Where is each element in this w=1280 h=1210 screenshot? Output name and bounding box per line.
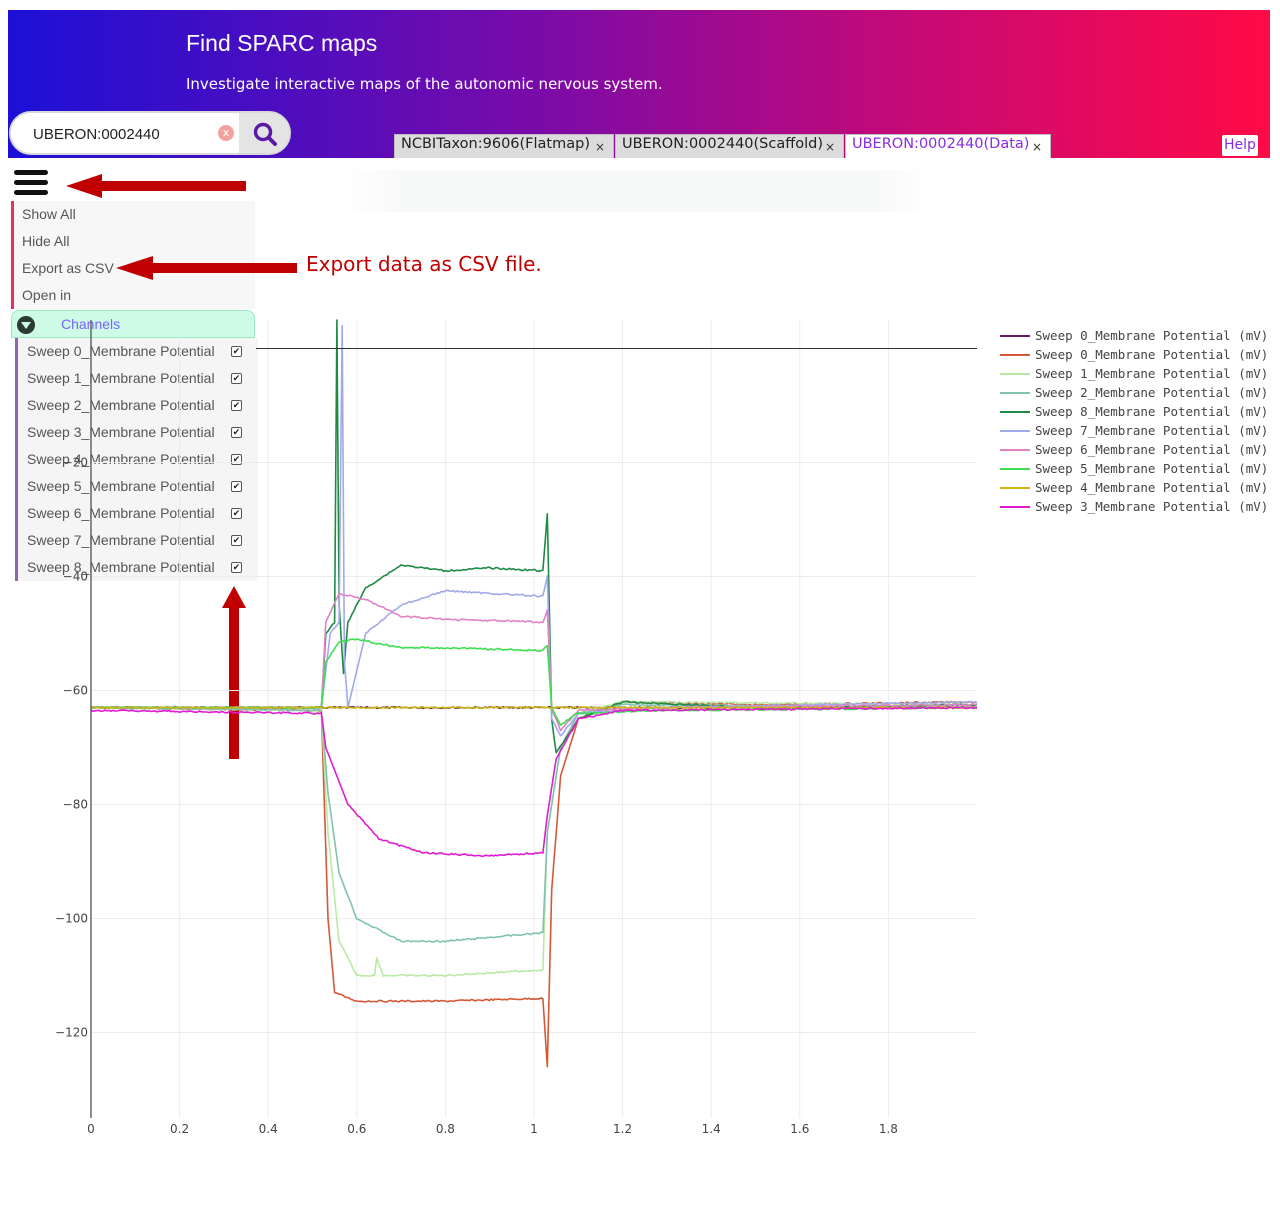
channel-item[interactable]: Sweep 8_Membrane Potential ✔ bbox=[18, 554, 258, 581]
checkbox[interactable]: ✔ bbox=[231, 346, 242, 357]
checkbox[interactable]: ✔ bbox=[231, 535, 242, 546]
y-tick-label: −120 bbox=[55, 1026, 88, 1040]
x-tick-label: 1.2 bbox=[613, 1122, 632, 1136]
checkbox[interactable]: ✔ bbox=[231, 454, 242, 465]
collapse-toggle-icon[interactable] bbox=[17, 316, 35, 334]
app-subtitle: Investigate interactive maps of the auto… bbox=[186, 75, 663, 93]
search-button[interactable] bbox=[239, 113, 289, 153]
y-tick-label: −40 bbox=[63, 570, 88, 584]
x-tick-label: 1.8 bbox=[879, 1122, 898, 1136]
x-tick-label: 0.4 bbox=[259, 1122, 278, 1136]
clear-icon[interactable]: x bbox=[218, 125, 234, 141]
channel-item[interactable]: Sweep 1_Membrane Potential ✔ bbox=[18, 365, 258, 392]
close-icon[interactable]: × bbox=[594, 140, 605, 154]
x-tick-label: 1.6 bbox=[790, 1122, 809, 1136]
tab-scaffold[interactable]: UBERON:0002440(Scaffold) × bbox=[615, 134, 844, 158]
channel-item[interactable]: Sweep 5_Membrane Potential ✔ bbox=[18, 473, 258, 500]
channel-label: Sweep 8_Membrane Potential bbox=[27, 559, 215, 575]
channel-item[interactable]: Sweep 3_Membrane Potential ✔ bbox=[18, 419, 258, 446]
legend-entry: Sweep 4_Membrane Potential (mV) bbox=[1035, 480, 1268, 495]
channel-item[interactable]: Sweep 2_Membrane Potential ✔ bbox=[18, 392, 258, 419]
menu-show-all[interactable]: Show All bbox=[11, 201, 255, 228]
channel-item[interactable]: Sweep 7_Membrane Potential ✔ bbox=[18, 527, 258, 554]
channel-label: Sweep 3_Membrane Potential bbox=[27, 424, 215, 440]
app-frame: Find SPARC maps Investigate interactive … bbox=[8, 10, 1270, 1200]
x-tick-label: 1.4 bbox=[702, 1122, 721, 1136]
channel-label: Sweep 2_Membrane Potential bbox=[27, 397, 215, 413]
tab-label: UBERON:0002440(Scaffold) bbox=[622, 136, 823, 152]
x-tick-label: 0.2 bbox=[170, 1122, 189, 1136]
channel-label: Sweep 1_Membrane Potential bbox=[27, 370, 215, 386]
checkbox[interactable]: ✔ bbox=[231, 400, 242, 411]
menu-open-in[interactable]: Open in bbox=[11, 282, 255, 309]
y-tick-label: −60 bbox=[63, 684, 88, 698]
legend-entry: Sweep 3_Membrane Potential (mV) bbox=[1035, 499, 1268, 514]
y-tick-label: −80 bbox=[63, 798, 88, 812]
search-input[interactable] bbox=[33, 124, 203, 144]
series-line bbox=[90, 706, 978, 858]
legend-entry: Sweep 1_Membrane Potential (mV) bbox=[1035, 366, 1268, 381]
annotation-text: Export data as CSV file. bbox=[306, 252, 542, 276]
menu-export-csv[interactable]: Export as CSV bbox=[11, 255, 255, 282]
toolbar-placeholder bbox=[340, 170, 934, 212]
legend-entry: Sweep 8_Membrane Potential (mV) bbox=[1035, 404, 1268, 419]
channel-list: Sweep 0_Membrane Potential ✔ Sweep 1_Memb… bbox=[15, 338, 258, 581]
series-line bbox=[90, 706, 978, 710]
legend-entry: Sweep 7_Membrane Potential (mV) bbox=[1035, 423, 1268, 438]
tab-label: UBERON:0002440(Data) bbox=[852, 136, 1030, 152]
x-tick-label: 0.6 bbox=[347, 1122, 366, 1136]
axes: 0 0.2 0.4 0.6 0.8 1 1.2 1.4 1.6 1.8 −120 −100 −80 −60… bbox=[55, 320, 977, 1136]
close-icon[interactable]: × bbox=[824, 140, 835, 154]
checkbox[interactable]: ✔ bbox=[231, 481, 242, 492]
legend-entry: Sweep 2_Membrane Potential (mV) bbox=[1035, 385, 1268, 400]
channels-header[interactable]: Channels bbox=[11, 310, 255, 338]
channel-item[interactable]: Sweep 6_Membrane Potential ✔ bbox=[18, 500, 258, 527]
series-lines bbox=[90, 319, 978, 1068]
checkbox[interactable]: ✔ bbox=[231, 508, 242, 519]
x-tick-label: 1 bbox=[530, 1122, 538, 1136]
tab-data[interactable]: UBERON:0002440(Data) × bbox=[845, 134, 1051, 158]
checkbox[interactable]: ✔ bbox=[231, 562, 242, 573]
channel-label: Sweep 6_Membrane Potential bbox=[27, 505, 215, 521]
legend[interactable]: Sweep 0_Membrane Potential (mV) Sweep 0_M… bbox=[1000, 328, 1268, 514]
tab-label: NCBITaxon:9606(Flatmap) bbox=[401, 136, 590, 152]
x-tick-label: 0 bbox=[87, 1122, 95, 1136]
hamburger-icon[interactable] bbox=[14, 170, 48, 196]
grid bbox=[91, 320, 977, 1118]
header: Find SPARC maps Investigate interactive … bbox=[8, 10, 1270, 158]
menu-hide-all[interactable]: Hide All bbox=[11, 228, 255, 255]
legend-entry: Sweep 6_Membrane Potential (mV) bbox=[1035, 442, 1268, 457]
search-box: x bbox=[9, 111, 291, 155]
channel-label: Sweep 7_Membrane Potential bbox=[27, 532, 215, 548]
y-tick-label: −100 bbox=[55, 912, 88, 926]
channel-item[interactable]: Sweep 0_Membrane Potential ✔ bbox=[18, 338, 258, 365]
search-icon bbox=[253, 122, 277, 146]
help-button[interactable]: Help bbox=[1222, 135, 1258, 156]
tab-flatmap[interactable]: NCBITaxon:9606(Flatmap) × bbox=[394, 134, 614, 158]
legend-entry: Sweep 0_Membrane Potential (mV) bbox=[1035, 328, 1268, 343]
channel-label: Sweep 0_Membrane Potential bbox=[27, 343, 215, 359]
x-tick-label: 0.8 bbox=[436, 1122, 455, 1136]
chart-menu: Show All Hide All Export as CSV Open in bbox=[11, 201, 255, 309]
app-title: Find SPARC maps bbox=[186, 30, 378, 56]
channel-label: Sweep 5_Membrane Potential bbox=[27, 478, 215, 494]
close-icon[interactable]: × bbox=[1031, 140, 1042, 154]
y-tick-label: −20 bbox=[63, 456, 88, 470]
legend-entry: Sweep 0_Membrane Potential (mV) bbox=[1035, 347, 1268, 362]
checkbox[interactable]: ✔ bbox=[231, 427, 242, 438]
legend-entry: Sweep 5_Membrane Potential (mV) bbox=[1035, 461, 1268, 476]
checkbox[interactable]: ✔ bbox=[231, 373, 242, 384]
